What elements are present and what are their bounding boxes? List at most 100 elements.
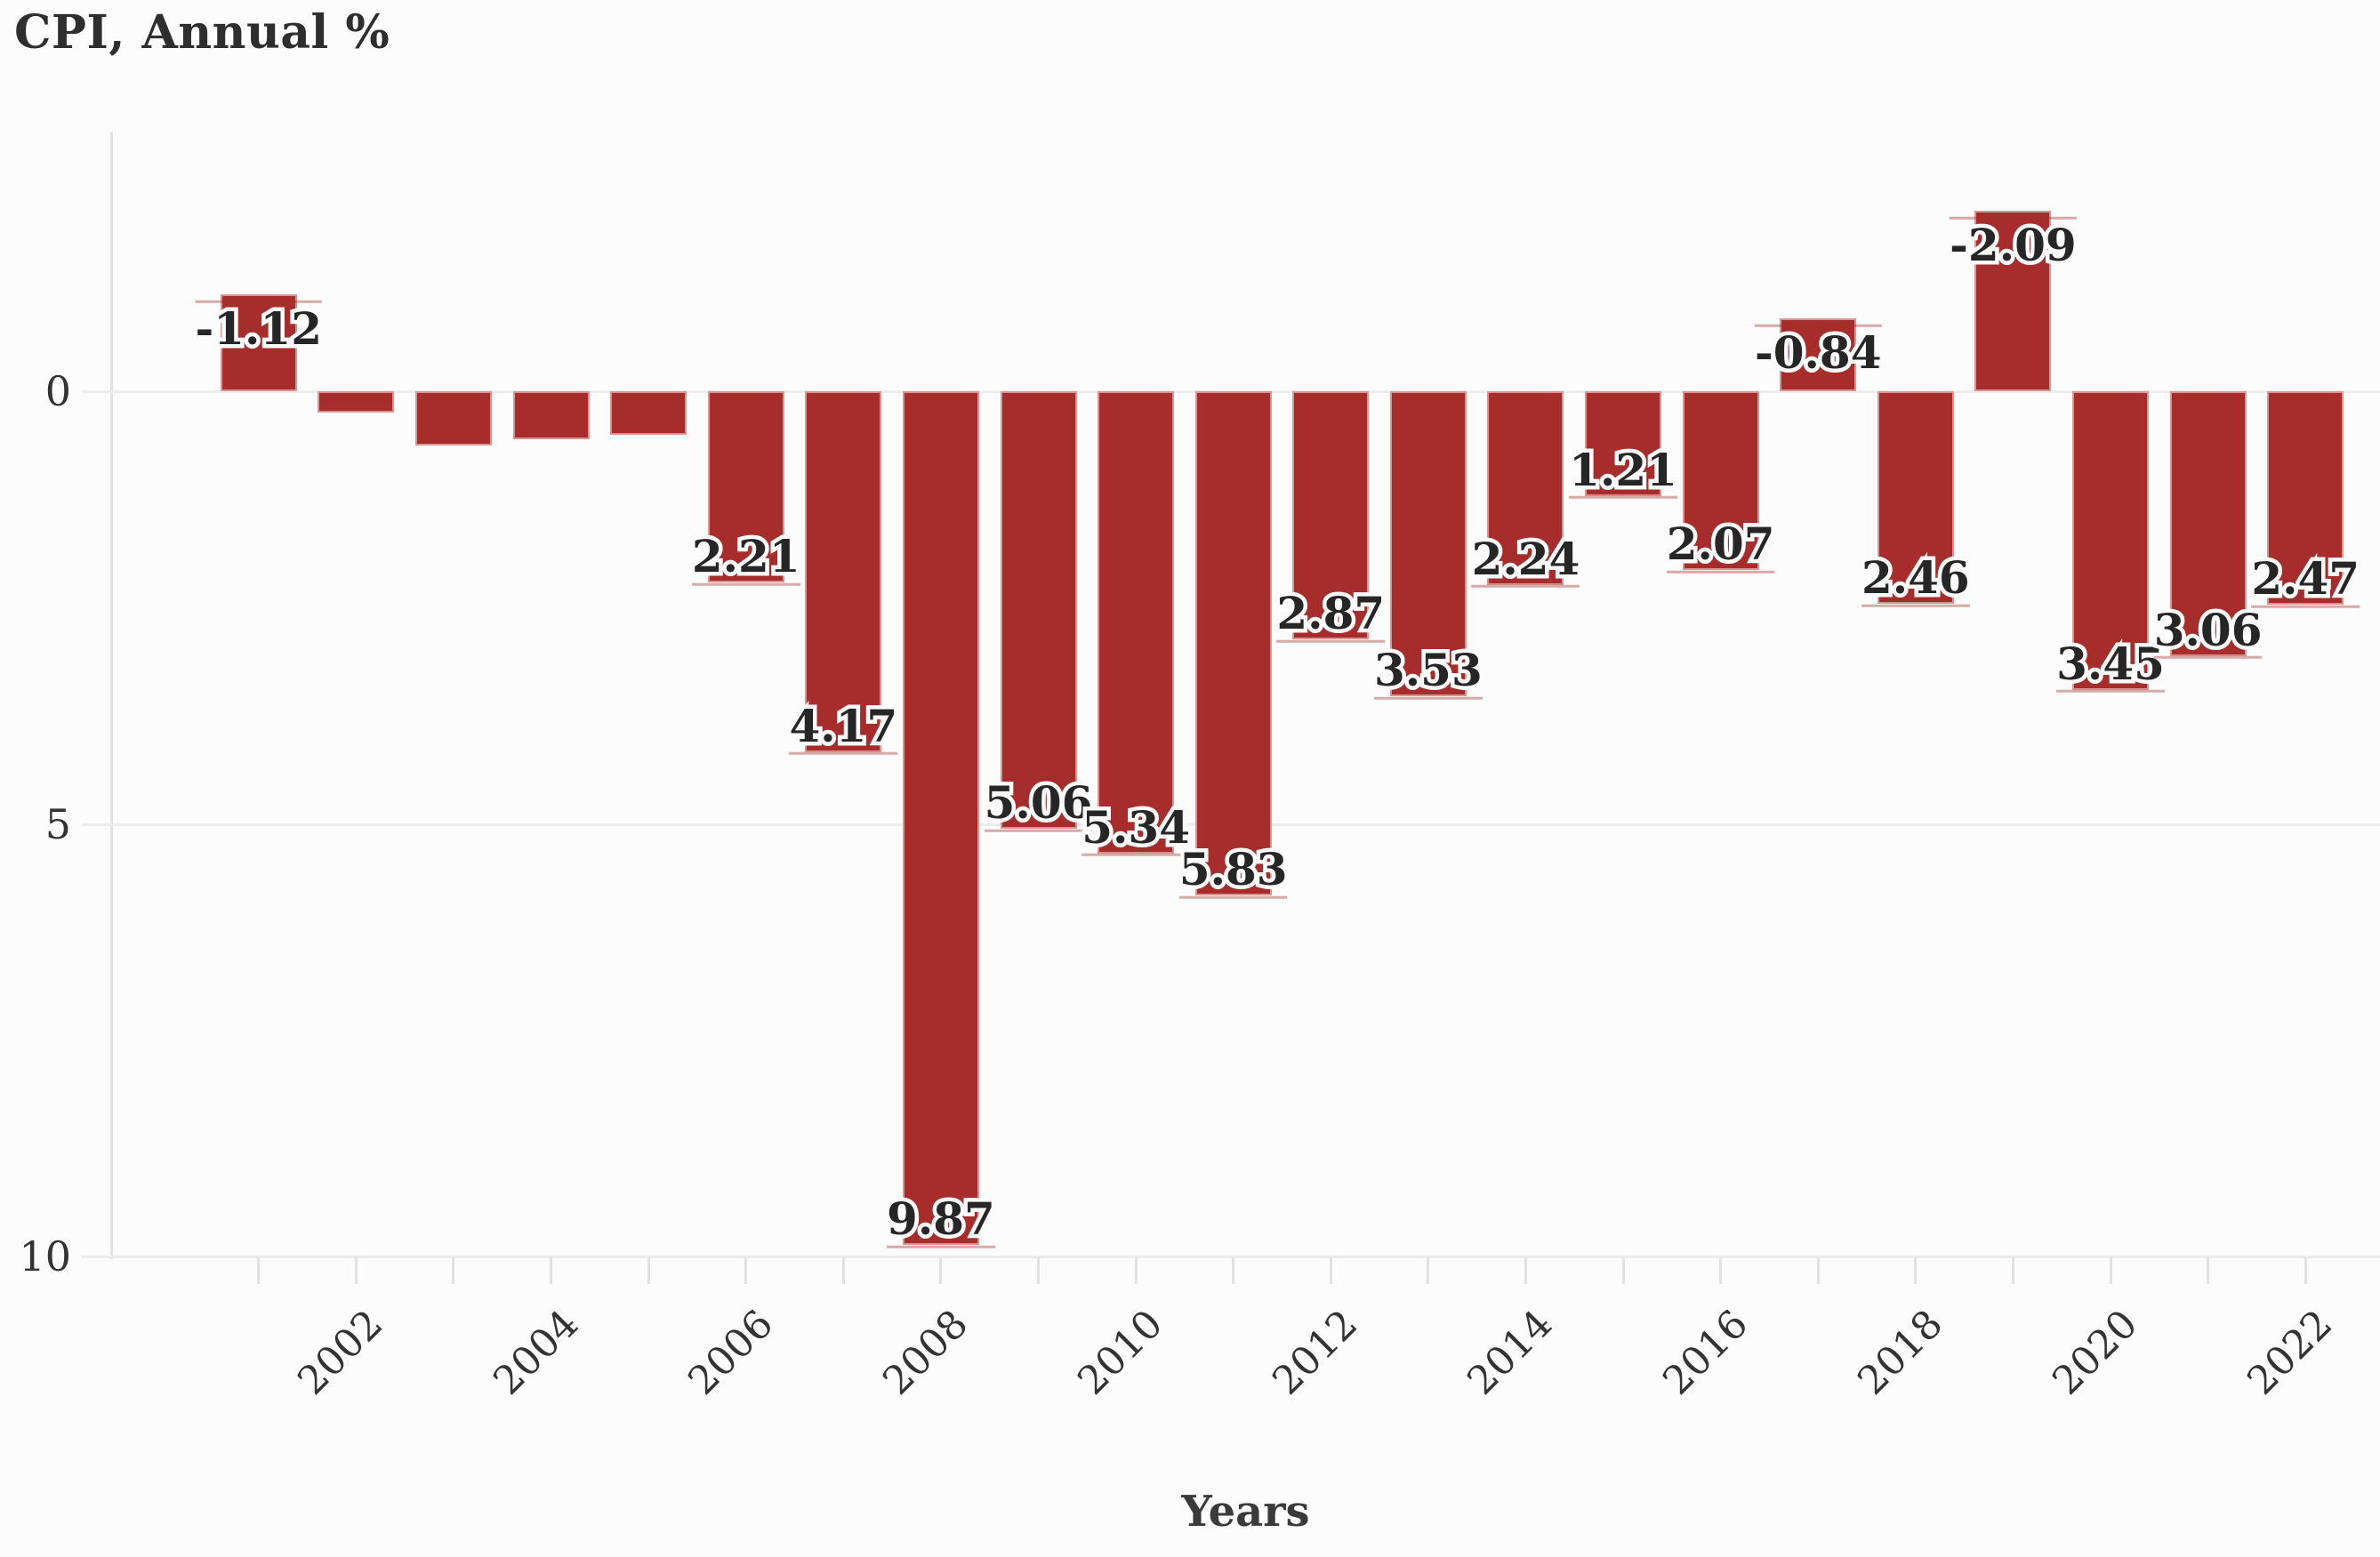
x-tick-label-text-2006: 2006 [679,1301,783,1404]
bar-value-text-2007: 4.17 [785,699,902,753]
x-tick-2017 [1816,1257,1820,1284]
bar-value-text-2021: 3.06 [2150,603,2266,657]
x-tick-2016 [1719,1257,1723,1284]
error-cap-2014 [1471,585,1580,589]
bar-2005 [610,391,687,435]
x-tick-2015 [1621,1257,1625,1284]
x-tick-label-text-2016: 2016 [1653,1301,1757,1404]
x-tick-2019 [2011,1257,2014,1284]
bar-value-label-2015: 1.21 [1565,443,1682,499]
chart-title: CPI, Annual % [14,5,390,60]
bar-value-text-2015: 1.21 [1565,443,1682,497]
bar-value-label-2007: 4.17 [785,699,902,755]
x-tick-2014 [1524,1257,1527,1284]
error-cap-2006 [691,582,800,586]
bar-value-label-2012: 2.87 [1273,586,1389,643]
bar-value-label-2014: 2.24 [1467,532,1584,589]
x-tick-label-text-2014: 2014 [1459,1301,1562,1404]
x-tick-label-text-2022: 2022 [2239,1301,2342,1404]
error-cap-2013 [1373,696,1483,700]
bar-2004 [512,391,590,439]
bar-2007 [805,391,882,752]
x-tick-2011 [1232,1257,1235,1284]
x-tick-2004 [550,1257,553,1284]
bar-value-label-2006: 2.21 [687,529,804,586]
bar-value-label-2011: 5.83 [1175,842,1291,899]
bar-2014 [1487,391,1564,585]
y-tick-label-10: 10 [19,1232,71,1280]
x-tick-2022 [2304,1257,2307,1284]
x-tick-2010 [1134,1257,1138,1284]
x-tick-2009 [1037,1257,1041,1284]
error-cap-2007 [789,751,898,755]
x-tick-label-text-2010: 2010 [1069,1301,1172,1404]
bar-2013 [1389,391,1467,697]
x-tick-label-text-2012: 2012 [1264,1301,1367,1404]
error-cap-2018 [1861,604,1970,607]
error-cap-2015 [1569,495,1677,499]
x-tick-2008 [939,1257,943,1284]
y-tick-label-5: 5 [44,799,71,848]
bar-2018 [1877,391,1954,605]
bar-2012 [1292,391,1370,640]
error-cap-2020 [2056,689,2165,693]
bar-value-text-2022: 2.47 [2247,551,2364,606]
error-cap-2021 [2153,655,2263,659]
error-cap-2012 [1276,639,1386,643]
x-tick-label-text-2020: 2020 [2044,1301,2147,1404]
bar-value-text-2016: 2.07 [1662,517,1779,571]
bar-value-text-2017: -0.84 [1750,325,1886,380]
bar-value-label-2019: -2.09 [1946,216,2081,271]
bar-value-text-2010: 5.34 [1078,799,1194,854]
bar-value-text-2008: 9.87 [883,1192,1000,1246]
bar-2015 [1585,391,1662,496]
error-cap-2010 [1081,853,1190,856]
bar-2002 [318,391,395,413]
bar-value-label-2022: 2.47 [2247,551,2364,608]
x-tick-2005 [647,1257,650,1284]
bar-value-text-2012: 2.87 [1273,586,1389,640]
bar-2001 [220,294,297,391]
error-cap-2017 [1754,325,1882,328]
x-tick-2006 [744,1257,748,1284]
bar-value-text-2009: 5.06 [980,775,1097,830]
x-tick-2003 [452,1257,455,1284]
error-cap-2019 [1950,216,2077,220]
x-tick-label-text-2002: 2002 [289,1301,392,1404]
bar-2020 [2072,391,2150,690]
y-axis-line [110,132,113,1259]
x-tick-label-text-2008: 2008 [873,1301,977,1404]
bar-value-label-2010: 5.34 [1078,799,1194,856]
x-tick-2021 [2207,1257,2210,1284]
bar-2019 [1974,210,2052,391]
bar-value-label-2009: 5.06 [980,775,1097,832]
x-axis-title: Years [1181,1487,1310,1537]
x-tick-label-text-2018: 2018 [1848,1301,1952,1404]
bar-2008 [902,391,979,1246]
bar-value-text-2011: 5.83 [1175,842,1291,896]
x-tick-2001 [257,1257,261,1284]
error-cap-2001 [195,300,323,303]
bar-value-text-2019: -2.09 [1946,217,2081,271]
bar-value-label-2021: 3.06 [2150,603,2266,659]
bar-value-text-2014: 2.24 [1467,532,1584,586]
bar-value-label-2013: 3.53 [1370,643,1486,700]
bar-2017 [1780,318,1857,391]
x-tick-2012 [1329,1257,1332,1284]
bar-2006 [707,391,784,583]
bar-value-text-2001: -1.12 [191,301,326,356]
x-tick-2018 [1914,1257,1918,1284]
bar-value-label-2008: 9.87 [883,1192,1000,1248]
x-tick-label-text-2004: 2004 [484,1301,587,1404]
bar-value-label-2018: 2.46 [1857,550,1974,607]
bar-value-text-2020: 3.45 [2053,636,2169,690]
bar-2003 [414,391,492,446]
error-cap-2009 [984,829,1093,832]
bar-2011 [1194,391,1272,896]
bar-value-text-2006: 2.21 [687,529,804,583]
bar-2009 [1000,391,1077,830]
bar-value-label-2016: 2.07 [1662,517,1779,574]
bar-2010 [1098,391,1175,854]
error-cap-2011 [1178,895,1288,899]
bar-2021 [2169,391,2247,656]
